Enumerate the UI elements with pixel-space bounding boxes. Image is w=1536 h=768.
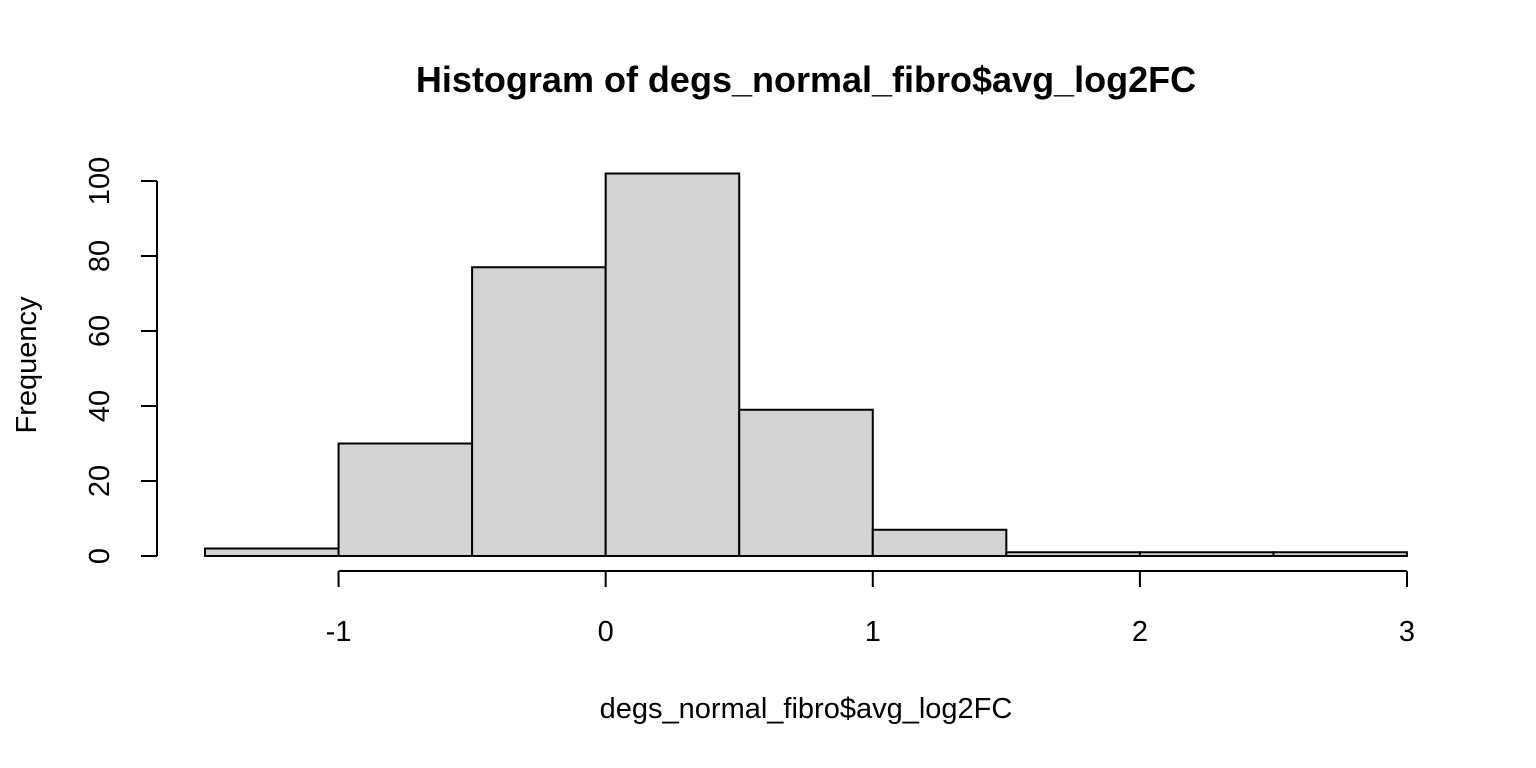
y-tick-label: 80 [84,240,116,272]
histogram-bar-4 [738,408,874,557]
histogram-bar-7 [1138,551,1275,557]
y-tick-label: 20 [84,465,116,497]
y-tick-label: 60 [84,315,116,347]
x-tick-label: 0 [598,616,614,648]
histogram-bar-8 [1272,551,1409,557]
chart-title: Histogram of degs_normal_fibro$avg_log2F… [416,59,1196,100]
x-tick-label: -1 [326,616,352,648]
x-axis-label: degs_normal_fibro$avg_log2FC [600,693,1013,725]
histogram-bar-5 [871,528,1008,557]
histogram-bar-3 [604,172,741,557]
histogram-bar-0 [204,547,340,557]
histogram-bars [204,172,1409,557]
y-axis-label: Frequency [11,296,43,434]
x-tick-label: 2 [1132,616,1148,648]
histogram-bar-1 [337,442,474,557]
x-tick-label: 1 [865,616,881,648]
y-tick-label: 0 [84,548,116,564]
y-tick-label: 40 [84,390,116,422]
y-tick-label: 100 [84,157,116,205]
histogram-bar-6 [1005,551,1141,557]
x-tick-label: 3 [1399,616,1415,648]
y-axis: 0 20 40 60 80 100 [84,157,158,564]
histogram-bar-2 [471,266,607,557]
x-axis: -1 0 1 2 3 [326,570,1415,648]
